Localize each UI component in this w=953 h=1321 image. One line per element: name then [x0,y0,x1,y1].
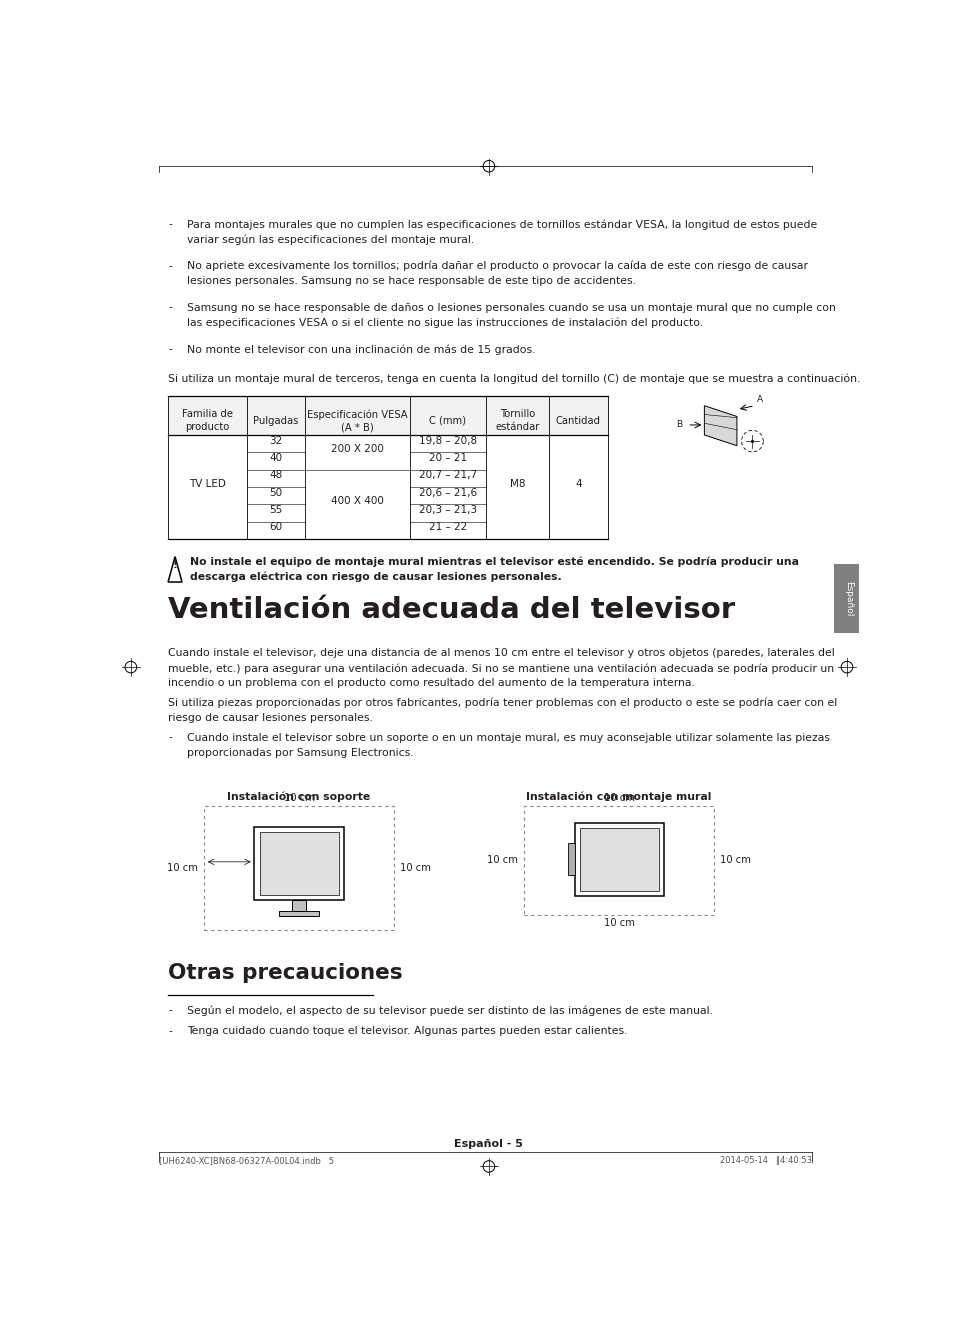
Bar [833,564,862,633]
Text: [UH6240-XC]BN68-06327A-00L04.indb   5: [UH6240-XC]BN68-06327A-00L04.indb 5 [158,1156,334,1165]
Text: 10 cm: 10 cm [720,856,750,865]
Text: mueble, etc.) para asegurar una ventilación adecuada. Si no se mantiene una vent: mueble, etc.) para asegurar una ventilac… [168,663,833,674]
Text: proporcionadas por Samsung Electronics.: proporcionadas por Samsung Electronics. [187,748,414,757]
Text: 21 – 22: 21 – 22 [428,522,466,532]
Text: 20,7 – 21,7: 20,7 – 21,7 [418,470,476,480]
Text: 400 X 400: 400 X 400 [331,497,384,506]
Text: 50: 50 [270,487,282,498]
Text: -: - [168,1026,172,1036]
Bar [204,806,394,930]
Text: 10 cm: 10 cm [603,793,634,803]
Text: Español - 5: Español - 5 [454,1139,523,1149]
Text: !: ! [172,560,177,571]
Text: 19,8 – 20,8: 19,8 – 20,8 [418,436,476,445]
Bar [568,843,574,876]
Text: Si utiliza un montaje mural de terceros, tenga en cuenta la longitud del tornill: Si utiliza un montaje mural de terceros,… [168,374,860,384]
Text: 20 – 21: 20 – 21 [428,453,466,462]
Text: Instalación con soporte: Instalación con soporte [227,791,371,802]
Text: 4: 4 [575,478,581,489]
Text: A: A [757,395,762,404]
Bar [278,911,319,915]
Bar [574,823,663,896]
Text: 200 X 200: 200 X 200 [331,444,384,454]
Text: B: B [676,420,682,429]
Text: lesiones personales. Samsung no se hace responsable de este tipo de accidentes.: lesiones personales. Samsung no se hace … [187,276,636,285]
Polygon shape [703,406,736,445]
Text: Otras precauciones: Otras precauciones [168,963,402,983]
Text: Español: Español [843,580,852,616]
Text: Especificación VESA: Especificación VESA [307,410,408,420]
Text: 2014-05-14   ‖4:40:53: 2014-05-14 ‖4:40:53 [720,1156,811,1165]
Bar [292,901,306,911]
Text: No instale el equipo de montaje mural mientras el televisor esté encendido. Se p: No instale el equipo de montaje mural mi… [190,556,798,567]
Text: 10 cm: 10 cm [487,856,517,865]
Text: Cuando instale el televisor sobre un soporte o en un montaje mural, es muy acons: Cuando instale el televisor sobre un sop… [187,733,829,742]
Text: Pulgadas: Pulgadas [253,416,298,425]
Text: riesgo de causar lesiones personales.: riesgo de causar lesiones personales. [168,713,373,723]
Text: incendio o un problema con el producto como resultado del aumento de la temperat: incendio o un problema con el producto c… [168,678,694,688]
Text: Tenga cuidado cuando toque el televisor. Algunas partes pueden estar calientes.: Tenga cuidado cuando toque el televisor.… [187,1026,627,1036]
Text: Cantidad: Cantidad [556,416,600,425]
Text: 20,3 – 21,3: 20,3 – 21,3 [418,505,476,515]
Text: descarga eléctrica con riesgo de causar lesiones personales.: descarga eléctrica con riesgo de causar … [190,572,561,583]
Text: 10 cm: 10 cm [603,918,634,929]
Bar [259,832,338,896]
Bar [168,396,607,435]
Text: No monte el televisor con una inclinación de más de 15 grados.: No monte el televisor con una inclinació… [187,343,536,354]
Text: 10 cm: 10 cm [399,863,431,873]
Text: variar según las especificaciones del montaje mural.: variar según las especificaciones del mo… [187,234,475,244]
Text: Cuando instale el televisor, deje una distancia de al menos 10 cm entre el telev: Cuando instale el televisor, deje una di… [168,649,834,658]
Text: Si utiliza piezas proporcionadas por otros fabricantes, podría tener problemas c: Si utiliza piezas proporcionadas por otr… [168,697,837,708]
Bar [254,827,343,901]
Text: 48: 48 [270,470,282,480]
Text: 32: 32 [270,436,282,445]
Text: 20,6 – 21,6: 20,6 – 21,6 [418,487,476,498]
Text: (A * B): (A * B) [341,423,374,432]
Text: Samsung no se hace responsable de daños o lesiones personales cuando se usa un m: Samsung no se hace responsable de daños … [187,303,836,313]
Text: 60: 60 [270,522,282,532]
Text: 10 cm: 10 cm [283,793,314,803]
Text: -: - [168,219,172,230]
Text: -: - [168,262,172,271]
Text: -: - [168,733,172,742]
Text: Para montajes murales que no cumplen las especificaciones de tornillos estándar : Para montajes murales que no cumplen las… [187,219,817,230]
Text: No apriete excesivamente los tornillos; podría dañar el producto o provocar la c: No apriete excesivamente los tornillos; … [187,262,807,271]
Text: TV LED: TV LED [189,478,226,489]
Text: Ventilación adecuada del televisor: Ventilación adecuada del televisor [168,596,735,624]
Text: -: - [168,343,172,354]
Text: producto: producto [185,423,230,432]
Text: C (mm): C (mm) [429,416,466,425]
Text: 55: 55 [270,505,282,515]
Text: Tornillo: Tornillo [499,410,535,419]
Text: estándar: estándar [495,423,539,432]
Bar [579,828,658,890]
Text: M8: M8 [509,478,525,489]
Text: Según el modelo, el aspecto de su televisor puede ser distinto de las imágenes d: Según el modelo, el aspecto de su televi… [187,1005,713,1016]
Text: las especificaciones VESA o si el cliente no sigue las instrucciones de instalac: las especificaciones VESA o si el client… [187,317,703,328]
Text: -: - [168,303,172,313]
Text: 40: 40 [270,453,282,462]
Text: -: - [168,1005,172,1015]
Text: Instalación con montaje mural: Instalación con montaje mural [526,791,711,802]
Text: Familia de: Familia de [182,410,233,419]
Text: 10 cm: 10 cm [167,863,197,873]
Bar [523,806,713,915]
